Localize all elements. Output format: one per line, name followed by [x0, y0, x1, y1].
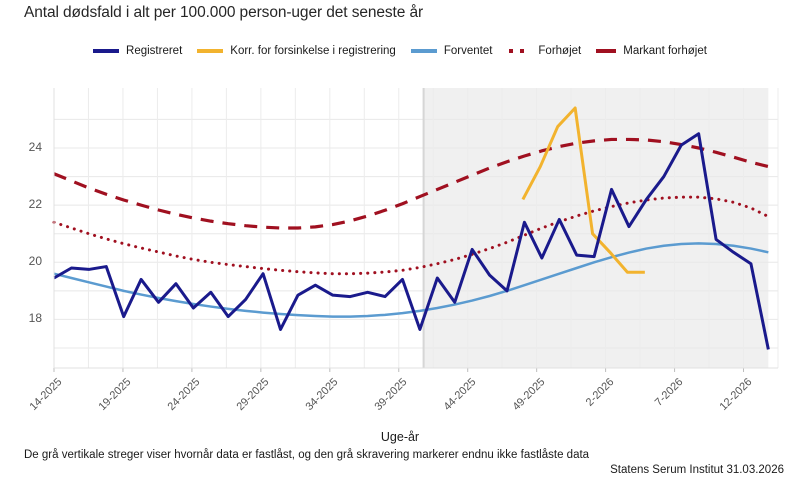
legend-swatch-4-icon	[509, 49, 531, 53]
legend-swatch-1-icon	[93, 49, 120, 53]
series-line-forh-jet	[52, 195, 770, 276]
legend-item-3[interactable]: Forventet	[410, 45, 493, 57]
y-axis-tick-label: 20	[28, 254, 42, 269]
chart-title: Antal dødsfald i alt per 100.000 person-…	[24, 4, 424, 21]
y-axis-tick-label: 24	[28, 140, 42, 154]
series-line-korr-for-forsinkelse-i-registrering	[521, 106, 645, 274]
legend-item-2[interactable]: Korr. for forsinkelse i registrering	[197, 45, 396, 57]
series-line-registreret	[53, 132, 770, 350]
y-axis-tick-label: 22	[28, 197, 42, 212]
legend-label-1: Registreret	[126, 45, 183, 57]
legend-swatch-5-icon	[596, 49, 617, 53]
legend-item-1[interactable]: Registreret	[93, 45, 182, 57]
y-axis-tick-label: 18	[28, 311, 42, 326]
chart-footnote: De grå vertikale streger viser hvornår d…	[24, 449, 590, 461]
legend-label-2: Korr. for forsinkelse i registrering	[230, 45, 396, 57]
legend-swatch-3-icon	[410, 49, 437, 53]
series-line-markant-forh-jet	[53, 137, 769, 230]
chart-legend: Registreret Korr. for forsinkelse i regis…	[0, 40, 800, 62]
legend-item-5[interactable]: Markant forhøjet	[596, 45, 707, 57]
series-line-forventet	[53, 242, 769, 318]
x-axis-title: Uge-år	[380, 430, 420, 444]
legend-swatch-2-icon	[197, 49, 224, 53]
chart-source: Statens Serum Institut 31.03.2026	[610, 464, 784, 476]
legend-item-4[interactable]: Forhøjet	[507, 45, 581, 57]
legend-label-4: Forhøjet	[538, 45, 582, 57]
unlocked-data-shading	[423, 88, 769, 368]
legend-label-3: Forventet	[443, 45, 493, 57]
legend-label-5: Markant forhøjet	[623, 45, 707, 57]
